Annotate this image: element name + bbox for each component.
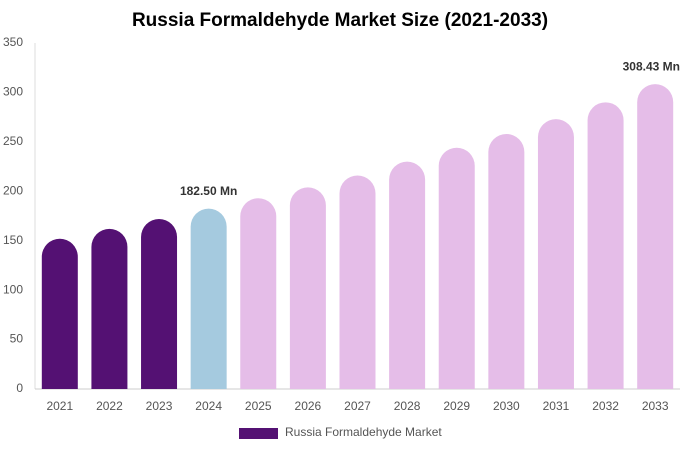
x-tick-label: 2026 bbox=[295, 399, 322, 413]
bar bbox=[190, 208, 227, 389]
x-tick-label: 2031 bbox=[543, 399, 570, 413]
bar bbox=[141, 218, 178, 389]
x-tick-label: 2029 bbox=[443, 399, 470, 413]
legend-label: Russia Formaldehyde Market bbox=[285, 425, 442, 439]
y-tick-label: 300 bbox=[3, 85, 23, 99]
bar bbox=[587, 102, 624, 390]
y-tick-label: 0 bbox=[16, 381, 23, 395]
y-tick-label: 200 bbox=[3, 183, 23, 197]
bar bbox=[41, 238, 78, 389]
x-tick-label: 2021 bbox=[46, 399, 73, 413]
y-tick-label: 350 bbox=[3, 35, 23, 49]
x-tick-label: 2022 bbox=[96, 399, 123, 413]
legend-swatch bbox=[239, 428, 278, 439]
x-tick-label: 2033 bbox=[642, 399, 669, 413]
x-tick-label: 2027 bbox=[344, 399, 371, 413]
bar bbox=[389, 161, 426, 389]
data-label: 182.50 Mn bbox=[180, 184, 237, 198]
bar bbox=[637, 84, 674, 390]
bar bbox=[537, 119, 574, 389]
bar bbox=[240, 198, 277, 389]
y-tick-label: 50 bbox=[10, 332, 24, 346]
y-tick-label: 150 bbox=[3, 233, 23, 247]
x-tick-label: 2032 bbox=[592, 399, 619, 413]
bar bbox=[289, 187, 326, 389]
y-tick-label: 250 bbox=[3, 134, 23, 148]
bar bbox=[339, 175, 376, 389]
bar bbox=[91, 228, 128, 389]
bar bbox=[438, 147, 475, 389]
chart-title: Russia Formaldehyde Market Size (2021-20… bbox=[132, 10, 548, 31]
x-tick-label: 2023 bbox=[146, 399, 173, 413]
bar bbox=[488, 133, 525, 389]
x-tick-label: 2030 bbox=[493, 399, 520, 413]
x-tick-label: 2028 bbox=[394, 399, 421, 413]
data-label: 308.43 Mn bbox=[623, 59, 680, 73]
x-tick-label: 2024 bbox=[195, 399, 222, 413]
x-tick-label: 2025 bbox=[245, 399, 272, 413]
y-tick-label: 100 bbox=[3, 282, 23, 296]
